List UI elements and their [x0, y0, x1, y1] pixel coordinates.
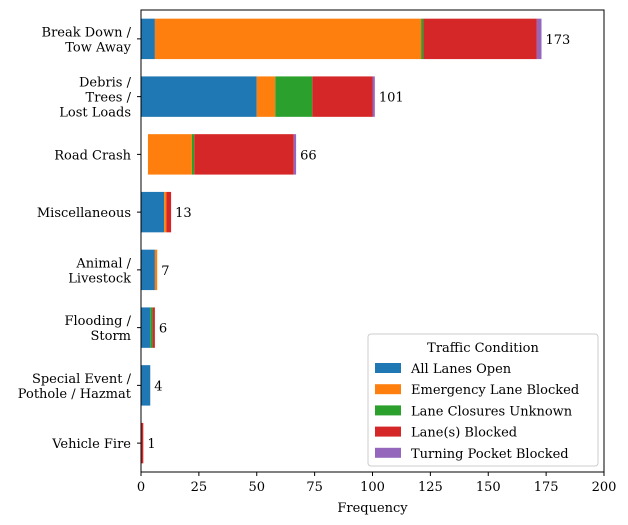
total-label: 101	[379, 91, 404, 106]
bar-segment	[141, 307, 151, 348]
bar-segment	[150, 307, 153, 348]
bar-segment	[256, 76, 276, 117]
total-label: 7	[161, 264, 169, 279]
x-tick-label: 150	[476, 480, 501, 495]
x-axis-ticks: 0 25 50 75 100 125 150 175 200	[137, 472, 617, 495]
bar-segment	[372, 76, 375, 117]
bar-segment	[194, 134, 294, 175]
y-tick-label: Vehicle Fire	[51, 437, 131, 452]
y-tick-label: Road Crash	[54, 148, 131, 163]
bar-segment	[164, 191, 167, 233]
bar-segment	[275, 76, 313, 117]
x-tick-label: 25	[191, 480, 208, 495]
x-tick-label: 125	[418, 480, 443, 495]
bar-segment	[141, 18, 155, 60]
legend-label: Lane(s) Blocked	[411, 426, 517, 441]
bar-segment	[141, 76, 257, 117]
legend-swatch	[375, 447, 401, 458]
total-label: 66	[300, 148, 317, 163]
x-tick-label: 200	[592, 480, 617, 495]
legend-swatch	[375, 426, 401, 437]
bar-segment	[147, 134, 192, 175]
y-tick-label: Debris /	[79, 76, 132, 91]
bar-segment	[293, 134, 297, 175]
y-axis-labels: Break Down /Tow Away Debris /Trees /Lost …	[18, 25, 141, 452]
legend-label: Emergency Lane Blocked	[411, 383, 579, 398]
legend-items: All Lanes Open Emergency Lane Blocked Lane…	[375, 362, 579, 462]
total-label: 4	[154, 379, 162, 394]
bar-segment	[141, 365, 151, 406]
legend-label: Turning Pocket Blocked	[411, 447, 569, 462]
legend-label: All Lanes Open	[410, 362, 512, 377]
legend-title: Traffic Condition	[427, 341, 539, 356]
y-tick-label: Animal /	[75, 256, 131, 271]
bar-segment	[152, 307, 155, 348]
y-tick-label: Storm	[91, 329, 132, 344]
legend-swatch	[375, 405, 401, 416]
total-label: 1	[147, 437, 155, 452]
total-label: 13	[175, 206, 192, 221]
total-label: 6	[159, 322, 167, 337]
y-tick-label: Break Down /	[42, 25, 132, 40]
bar-segment	[312, 76, 373, 117]
legend-swatch	[375, 363, 401, 373]
y-tick-label: Trees /	[86, 91, 132, 106]
y-tick-label: Miscellaneous	[37, 206, 131, 221]
bar-segment	[423, 18, 537, 60]
y-tick-label: Livestock	[68, 271, 131, 286]
x-tick-label: 175	[534, 480, 559, 495]
bar-segment	[141, 249, 155, 291]
bar-segment	[191, 134, 195, 175]
legend-label: Lane Closures Unknown	[411, 404, 573, 419]
legend-box	[367, 333, 599, 467]
x-tick-label: 50	[248, 480, 265, 495]
bar-segment	[141, 191, 165, 233]
total-label: 173	[545, 33, 570, 48]
y-tick-label: Pothole / Hazmat	[18, 387, 132, 402]
bar-segment	[166, 191, 172, 233]
x-tick-label: 75	[306, 480, 323, 495]
bar-segment	[154, 18, 422, 60]
x-axis-title: Frequency	[337, 501, 408, 516]
legend: Traffic Condition All Lanes Open Emergenc…	[367, 333, 599, 467]
y-tick-label: Flooding /	[64, 314, 131, 329]
y-tick-label: Tow Away	[65, 40, 131, 55]
y-tick-label: Lost Loads	[59, 106, 131, 121]
y-tick-label: Special Event /	[32, 372, 132, 387]
total-labels-group: 173 101 66 13 7 6 4 1	[147, 33, 570, 452]
plot-frame	[140, 9, 605, 473]
x-tick-label: 0	[137, 480, 145, 495]
bar-segment	[141, 422, 144, 464]
bar-segment	[421, 18, 424, 60]
bar-segment	[536, 18, 542, 60]
legend-swatch	[375, 384, 401, 395]
bar-segment	[154, 249, 158, 291]
bars-group	[141, 18, 542, 464]
x-tick-label: 100	[360, 480, 385, 495]
